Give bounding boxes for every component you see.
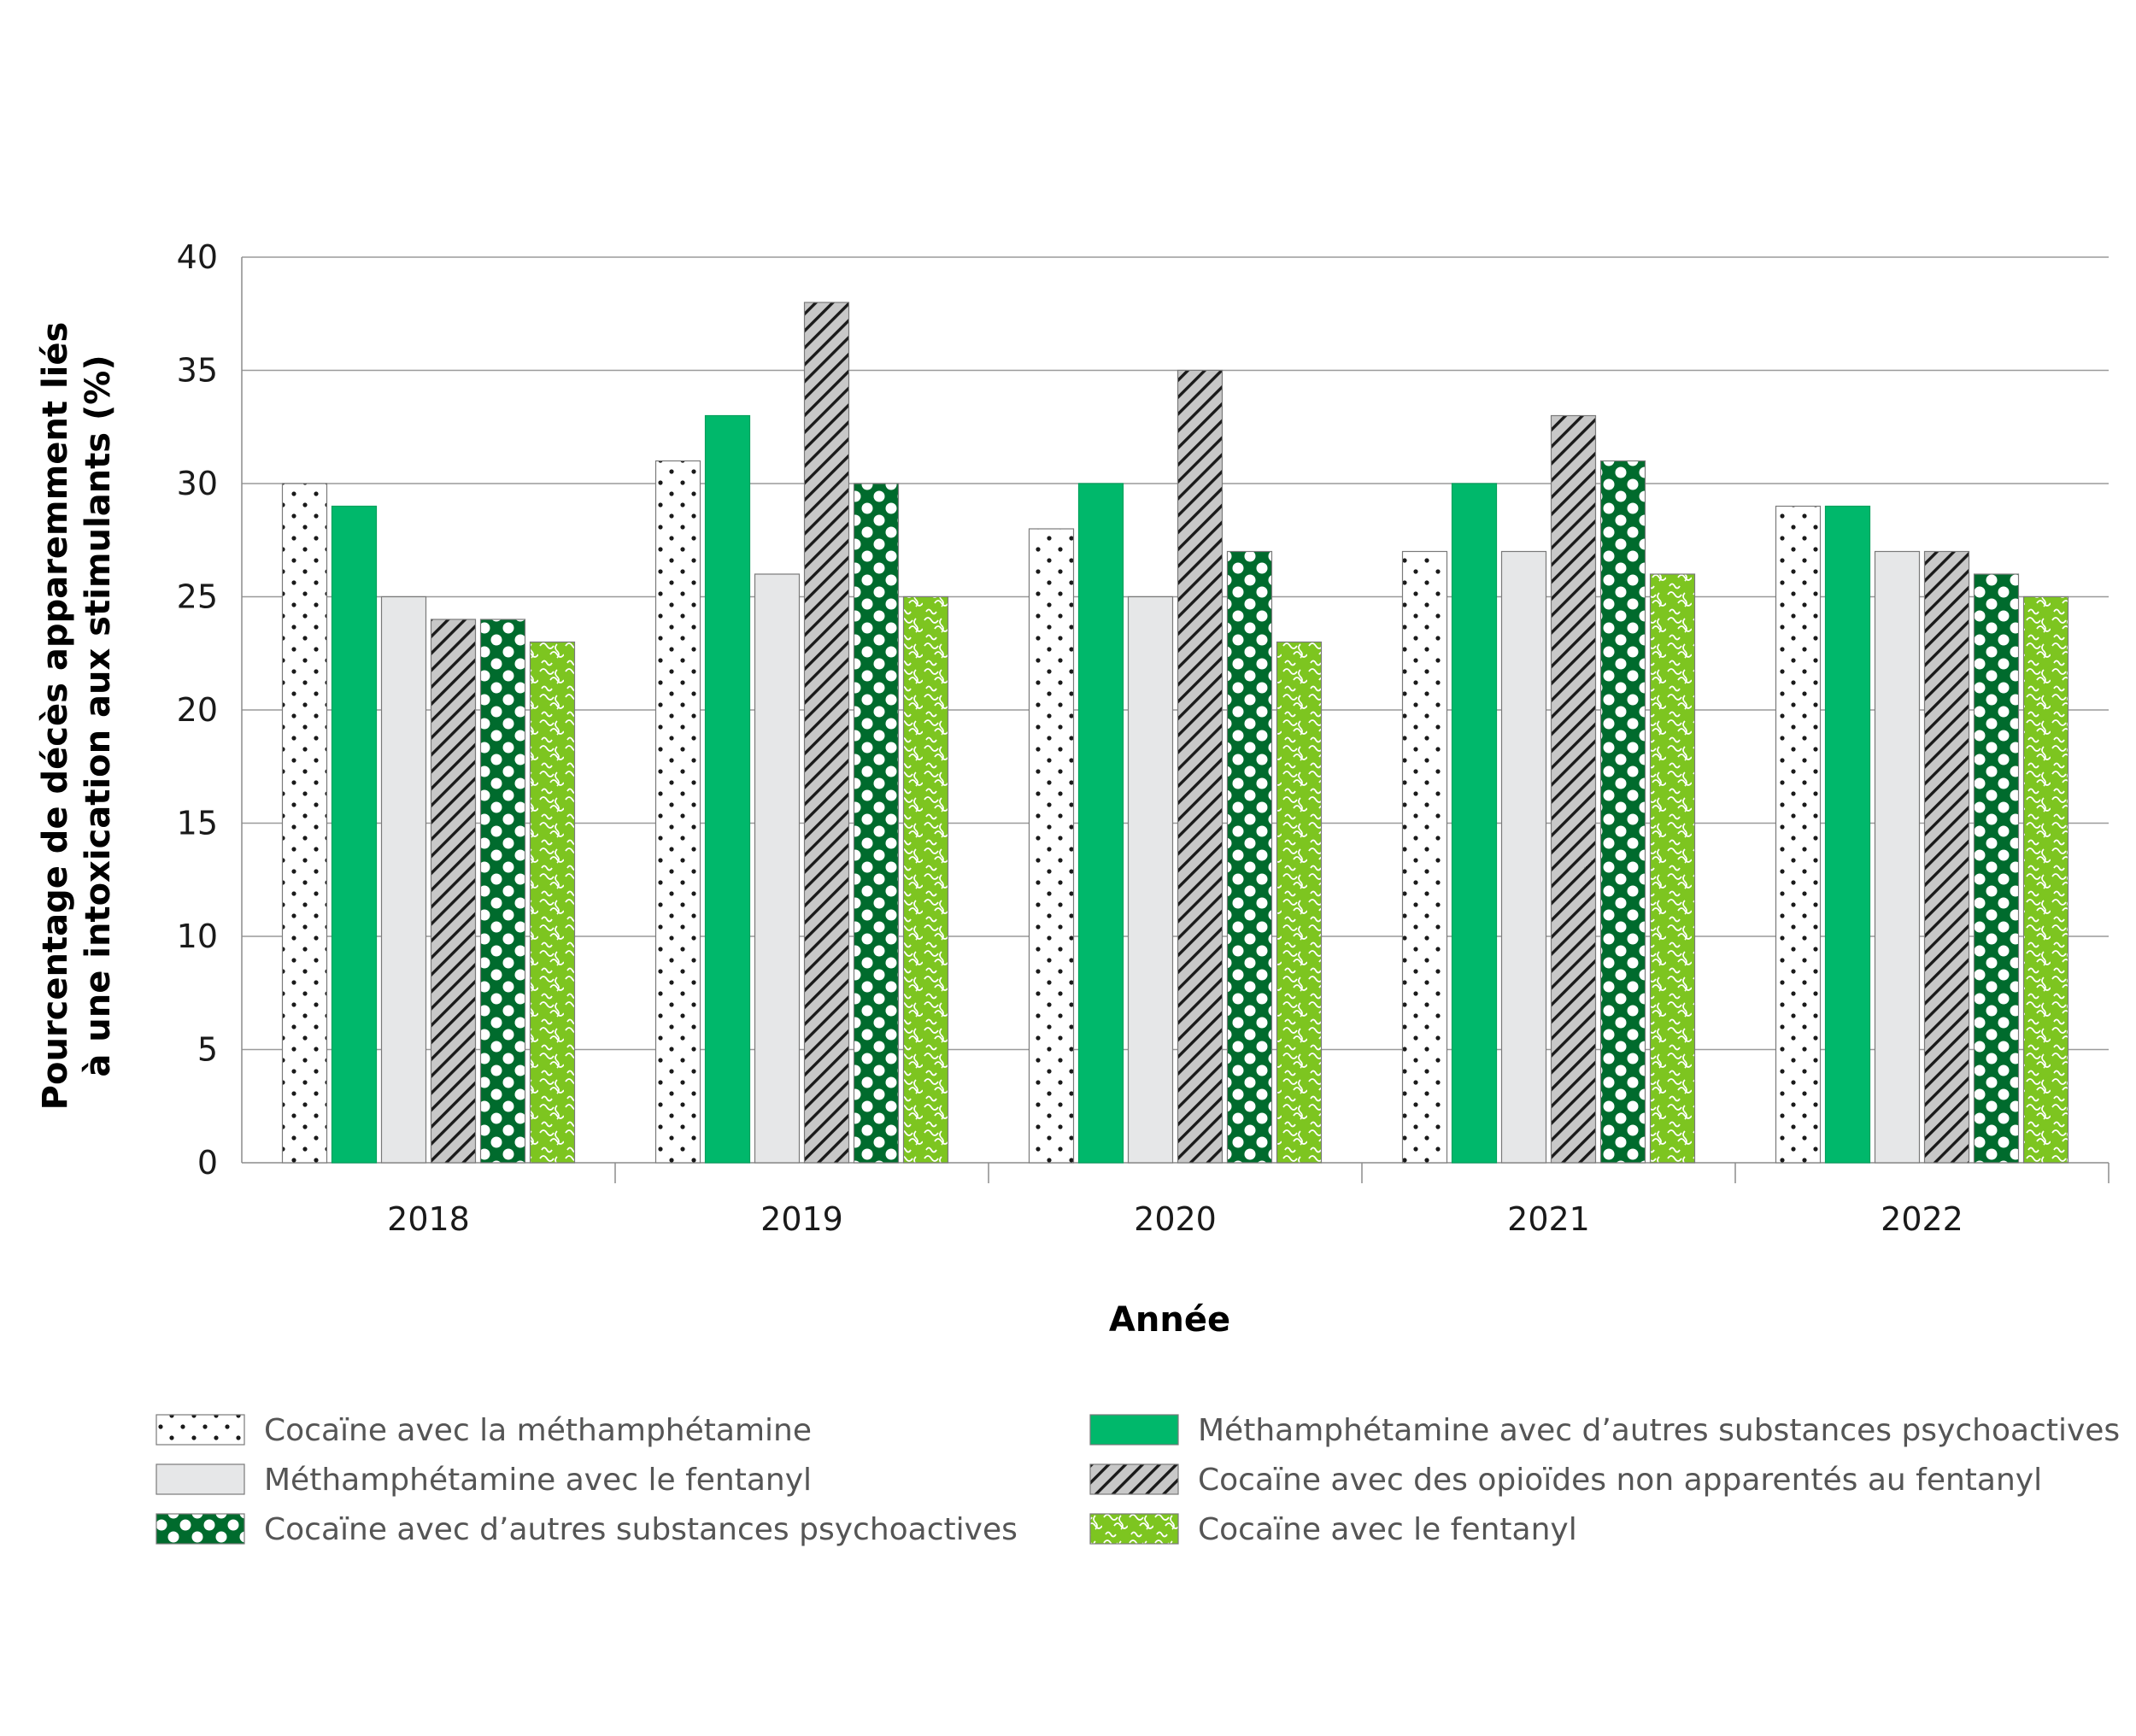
- bar-2019-series-3: [803, 302, 850, 1164]
- y-axis-title-line2: à une intoxication aux stimulants (%): [79, 355, 118, 1076]
- legend-label-4: Cocaïne avec d’autres substances psychoa…: [264, 1512, 1018, 1547]
- x-tick-label: 2018: [387, 1200, 470, 1238]
- y-tick-label: 0: [197, 1144, 218, 1182]
- x-tick-label: 2021: [1507, 1200, 1590, 1238]
- bar-2018-series-2: [380, 595, 427, 1164]
- bar-2020-series-3: [1177, 369, 1224, 1164]
- x-tick-label: 2022: [1881, 1200, 1963, 1238]
- legend-swatch-1: [1089, 1414, 1179, 1446]
- bar-2020-series-1: [1077, 483, 1124, 1164]
- y-axis-ticks: 0 5 10 15 20 25 30 35 40: [177, 238, 218, 1182]
- y-tick-label: 25: [177, 578, 218, 616]
- legend-swatch-0: [156, 1414, 245, 1446]
- bar-2018-series-1: [331, 505, 378, 1164]
- bar-2022-series-5: [2022, 595, 2069, 1164]
- legend-swatch-4: [156, 1513, 245, 1545]
- y-tick-label: 35: [177, 352, 218, 390]
- y-tick-label: 10: [177, 918, 218, 955]
- y-tick-label: 30: [177, 465, 218, 502]
- legend-label-2: Méthamphétamine avec le fentanyl: [264, 1463, 812, 1498]
- x-tick-label: 2019: [760, 1200, 843, 1238]
- bar-2022-series-2: [1874, 550, 1921, 1164]
- y-tick-label: 20: [177, 691, 218, 729]
- legend-swatch-3: [1089, 1463, 1179, 1495]
- x-axis: 2018 2019 2020 2021 2022: [387, 1163, 2110, 1238]
- bar-2021-series-1: [1451, 483, 1498, 1164]
- bars: [281, 302, 2069, 1164]
- bar-2021-series-2: [1500, 550, 1547, 1164]
- y-tick-label: 15: [177, 805, 218, 842]
- bar-2021-series-3: [1550, 414, 1597, 1164]
- bar-2019-series-2: [754, 573, 801, 1164]
- bar-2020-series-4: [1226, 550, 1273, 1164]
- x-axis-title: Année: [1109, 1300, 1230, 1340]
- bar-2018-series-5: [529, 641, 576, 1164]
- bar-2020-series-5: [1276, 641, 1323, 1164]
- bar-2019-series-5: [902, 595, 949, 1164]
- bar-2018-series-4: [479, 619, 526, 1164]
- legend: Cocaïne avec la méthamphétamine Méthamphé…: [156, 1413, 2120, 1547]
- legend-swatch-2: [156, 1463, 245, 1495]
- bar-2022-series-3: [1923, 550, 1970, 1164]
- legend-label-3: Cocaïne avec des opioïdes non apparentés…: [1198, 1463, 2042, 1498]
- bar-2021-series-4: [1599, 460, 1646, 1164]
- x-tick-label: 2020: [1134, 1200, 1217, 1238]
- bar-2019-series-1: [704, 414, 751, 1164]
- y-tick-label: 5: [197, 1031, 218, 1069]
- bar-2020-series-0: [1028, 528, 1075, 1164]
- bar-2018-series-3: [430, 619, 477, 1164]
- y-axis-title-line1: Pourcentage de décès apparemment liés: [36, 322, 75, 1111]
- bar-2021-series-5: [1649, 573, 1696, 1164]
- bar-2022-series-0: [1775, 505, 1822, 1164]
- bar-2020-series-2: [1127, 595, 1174, 1164]
- bar-2022-series-4: [1973, 573, 2020, 1164]
- y-tick-label: 40: [177, 238, 218, 276]
- legend-swatch-5: [1089, 1513, 1179, 1545]
- bar-2019-series-4: [853, 483, 900, 1164]
- legend-label-0: Cocaïne avec la méthamphétamine: [264, 1413, 812, 1448]
- bar-2021-series-0: [1401, 550, 1448, 1164]
- legend-label-1: Méthamphétamine avec d’autres substances…: [1198, 1413, 2120, 1448]
- bar-2019-series-0: [654, 460, 701, 1164]
- bar-2018-series-0: [281, 483, 328, 1164]
- bar-2022-series-1: [1824, 505, 1871, 1164]
- legend-label-5: Cocaïne avec le fentanyl: [1198, 1512, 1577, 1547]
